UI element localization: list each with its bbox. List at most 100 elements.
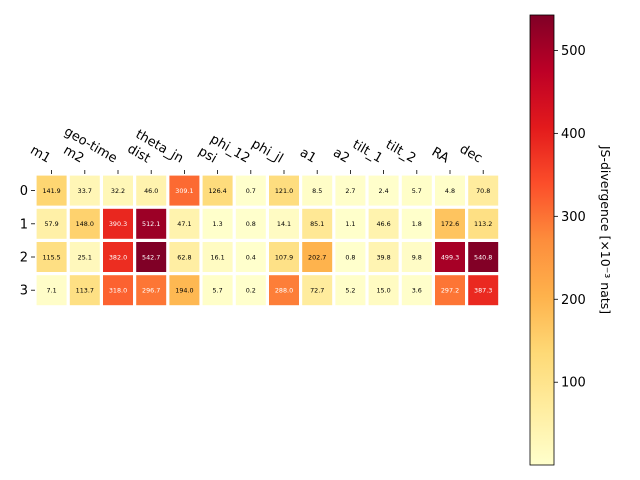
cell-value-label: 297.2 (441, 287, 459, 295)
heatmap-cell (202, 275, 233, 306)
cell-value-label: 0.2 (246, 287, 256, 295)
cell-value-label: 5.7 (213, 287, 223, 295)
cell-value-label: 32.2 (111, 187, 125, 195)
heatmap-cell (335, 208, 366, 239)
column-label: tilt_2 (383, 137, 418, 166)
heatmap-cell (269, 208, 299, 239)
cell-value-label: 8.5 (312, 187, 322, 195)
cell-value-label: 288.0 (275, 287, 293, 295)
heatmap-cell (235, 275, 266, 306)
column-label: tilt_1 (350, 137, 385, 166)
cell-value-label: 107.9 (275, 253, 293, 261)
colorbar-tick-label: 400 (561, 127, 586, 142)
heatmap-cell (103, 275, 133, 306)
heatmap-cell (36, 208, 67, 239)
cell-value-label: 172.6 (441, 220, 459, 228)
heatmap-cell (202, 242, 233, 272)
cell-value-label: 387.3 (474, 287, 492, 295)
cell-value-label: 85.1 (310, 220, 324, 228)
cell-value-label: 0.7 (246, 187, 256, 195)
heatmap-cell (36, 242, 67, 272)
cell-value-label: 5.2 (345, 287, 355, 295)
colorbar-label: JS-divergence [×10⁻³ nats] (598, 145, 613, 314)
heatmap-cell (368, 208, 399, 239)
cell-value-label: 16.1 (210, 253, 224, 261)
heatmap-cell (235, 242, 266, 272)
cell-value-label: 3.6 (412, 287, 422, 295)
cell-value-label: 47.1 (177, 220, 191, 228)
cell-value-label: 70.8 (476, 187, 490, 195)
cell-value-label: 72.7 (310, 287, 324, 295)
heatmap-cell (335, 275, 366, 306)
colorbar-tick-label: 100 (561, 376, 586, 391)
heatmap-cell (169, 242, 200, 272)
heatmap-cell (136, 208, 167, 239)
heatmap-cell (136, 175, 167, 206)
heatmap-cell (435, 275, 465, 306)
column-label: a1 (297, 145, 319, 166)
heatmap-cell (335, 175, 366, 206)
cell-value-label: 141.9 (42, 187, 60, 195)
row-label: 2 (20, 251, 28, 266)
heatmap-cell (302, 242, 333, 272)
heatmap-cell (269, 242, 299, 272)
cell-value-label: 4.8 (445, 187, 455, 195)
colorbar-gradient (529, 14, 555, 466)
heatmap-cell (468, 208, 499, 239)
cell-value-label: 113.2 (474, 220, 492, 228)
cell-value-label: 148.0 (76, 220, 94, 228)
cell-value-label: 1.3 (213, 220, 223, 228)
cell-value-label: 0.8 (345, 253, 355, 261)
heatmap-cell (302, 208, 333, 239)
heatmap-cell (435, 175, 465, 206)
heatmap-cell (169, 175, 200, 206)
cell-value-label: 46.6 (376, 220, 390, 228)
heatmap-cell (401, 242, 432, 272)
colorbar-tick-label: 200 (561, 293, 586, 308)
cell-value-label: 2.7 (345, 187, 355, 195)
column-label: m1 (27, 143, 53, 166)
column-label: a2 (330, 145, 352, 166)
cell-value-label: 57.9 (44, 220, 58, 228)
heatmap-cell (69, 208, 100, 239)
cell-value-label: 296.7 (142, 287, 160, 295)
heatmap-cell (36, 175, 67, 206)
heatmap-cell (335, 242, 366, 272)
cell-value-label: 14.1 (277, 220, 291, 228)
cell-value-label: 25.1 (78, 253, 92, 261)
heatmap-cell (235, 208, 266, 239)
heatmap-cell (36, 275, 67, 306)
cell-value-label: 318.0 (109, 287, 127, 295)
heatmap-cell (368, 175, 399, 206)
heatmap-cell (302, 175, 333, 206)
heatmap-cell (269, 275, 299, 306)
cell-value-label: 121.0 (275, 187, 293, 195)
row-label: 3 (20, 284, 28, 299)
column-label: phi_jl (249, 137, 286, 167)
heatmap-cell (468, 275, 499, 306)
cell-value-label: 382.0 (109, 253, 127, 261)
column-label: dec (457, 142, 485, 167)
colorbar-ticks: 100 200 300 400 500 (554, 44, 586, 391)
cell-value-label: 46.0 (144, 187, 158, 195)
cell-value-label: 512.1 (142, 220, 160, 228)
cell-value-label: 15.0 (376, 287, 390, 295)
heatmap-cell (235, 175, 266, 206)
row-labels: 0 1 2 3 (20, 184, 35, 299)
heatmap-cell (103, 242, 133, 272)
cell-value-label: 202.7 (308, 253, 326, 261)
cell-value-label: 542.7 (142, 253, 160, 261)
heatmap-cell (368, 275, 399, 306)
heatmap-cell (468, 242, 499, 272)
colorbar-tick-label: 500 (561, 44, 586, 59)
heatmap-cell (202, 175, 233, 206)
cell-value-label: 7.1 (47, 287, 57, 295)
cell-value-label: 309.1 (175, 187, 193, 195)
heatmap-cell (401, 275, 432, 306)
heatmap-cell (136, 275, 167, 306)
cell-value-label: 0.4 (246, 253, 256, 261)
heatmap-cell (435, 208, 465, 239)
cell-value-label: 9.8 (412, 253, 422, 261)
heatmap-cell (401, 208, 432, 239)
